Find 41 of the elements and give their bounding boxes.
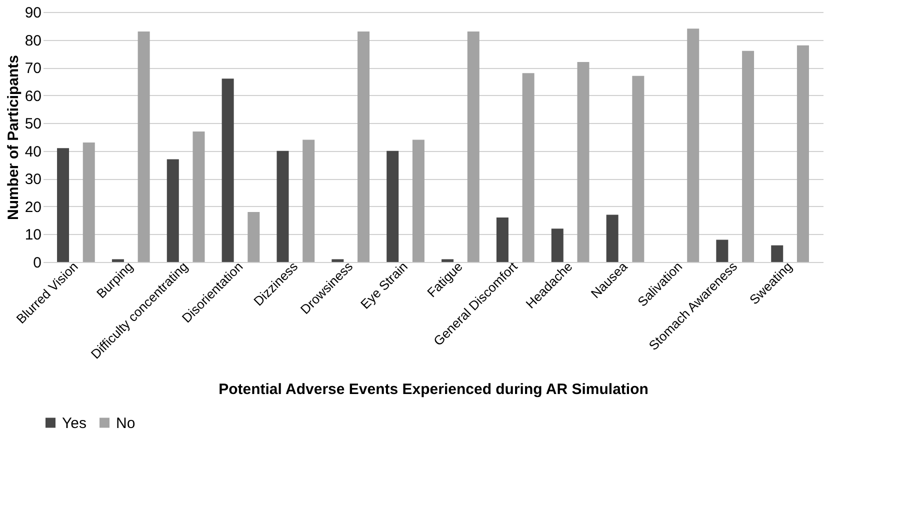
y-tick-label: 50: [24, 116, 42, 133]
x-axis-title: Potential Adverse Events Experienced during AR Simulation: [218, 380, 648, 398]
bar: [302, 140, 315, 262]
bar: [496, 218, 508, 262]
bar: [138, 31, 150, 262]
bar: [166, 159, 179, 262]
y-tick-label: 10: [24, 226, 42, 244]
y-tick-label: 0: [33, 254, 42, 272]
bar: [276, 150, 289, 262]
bar: [796, 45, 809, 262]
bar: [248, 212, 260, 262]
legend-label: No: [116, 414, 136, 432]
bar: [687, 28, 700, 262]
bar: [222, 78, 234, 262]
bar: [192, 131, 205, 262]
y-tick-label: 20: [24, 198, 42, 216]
bar: [386, 150, 399, 262]
bar: [522, 73, 534, 262]
bar: [332, 259, 344, 262]
y-tick-label: 70: [24, 60, 42, 78]
bar: [632, 76, 644, 262]
bar: [442, 259, 454, 262]
bar: [112, 259, 124, 262]
legend-label: Yes: [62, 414, 86, 432]
bar: [467, 31, 480, 262]
bar: [412, 140, 424, 262]
bar: [358, 31, 370, 262]
bar: [606, 214, 618, 262]
bar: [771, 245, 784, 262]
y-axis-title: Number of Participants: [4, 54, 22, 220]
y-tick-label: 90: [24, 4, 42, 22]
bar: [82, 142, 95, 262]
bar: [551, 228, 564, 262]
y-tick-label: 80: [24, 32, 42, 50]
y-tick-label: 60: [24, 88, 42, 105]
bar: [577, 62, 590, 262]
bar: [57, 148, 70, 262]
bar: [742, 50, 754, 262]
y-tick-label: 30: [24, 171, 42, 188]
y-tick-label: 40: [24, 143, 42, 160]
bar: [716, 240, 728, 262]
